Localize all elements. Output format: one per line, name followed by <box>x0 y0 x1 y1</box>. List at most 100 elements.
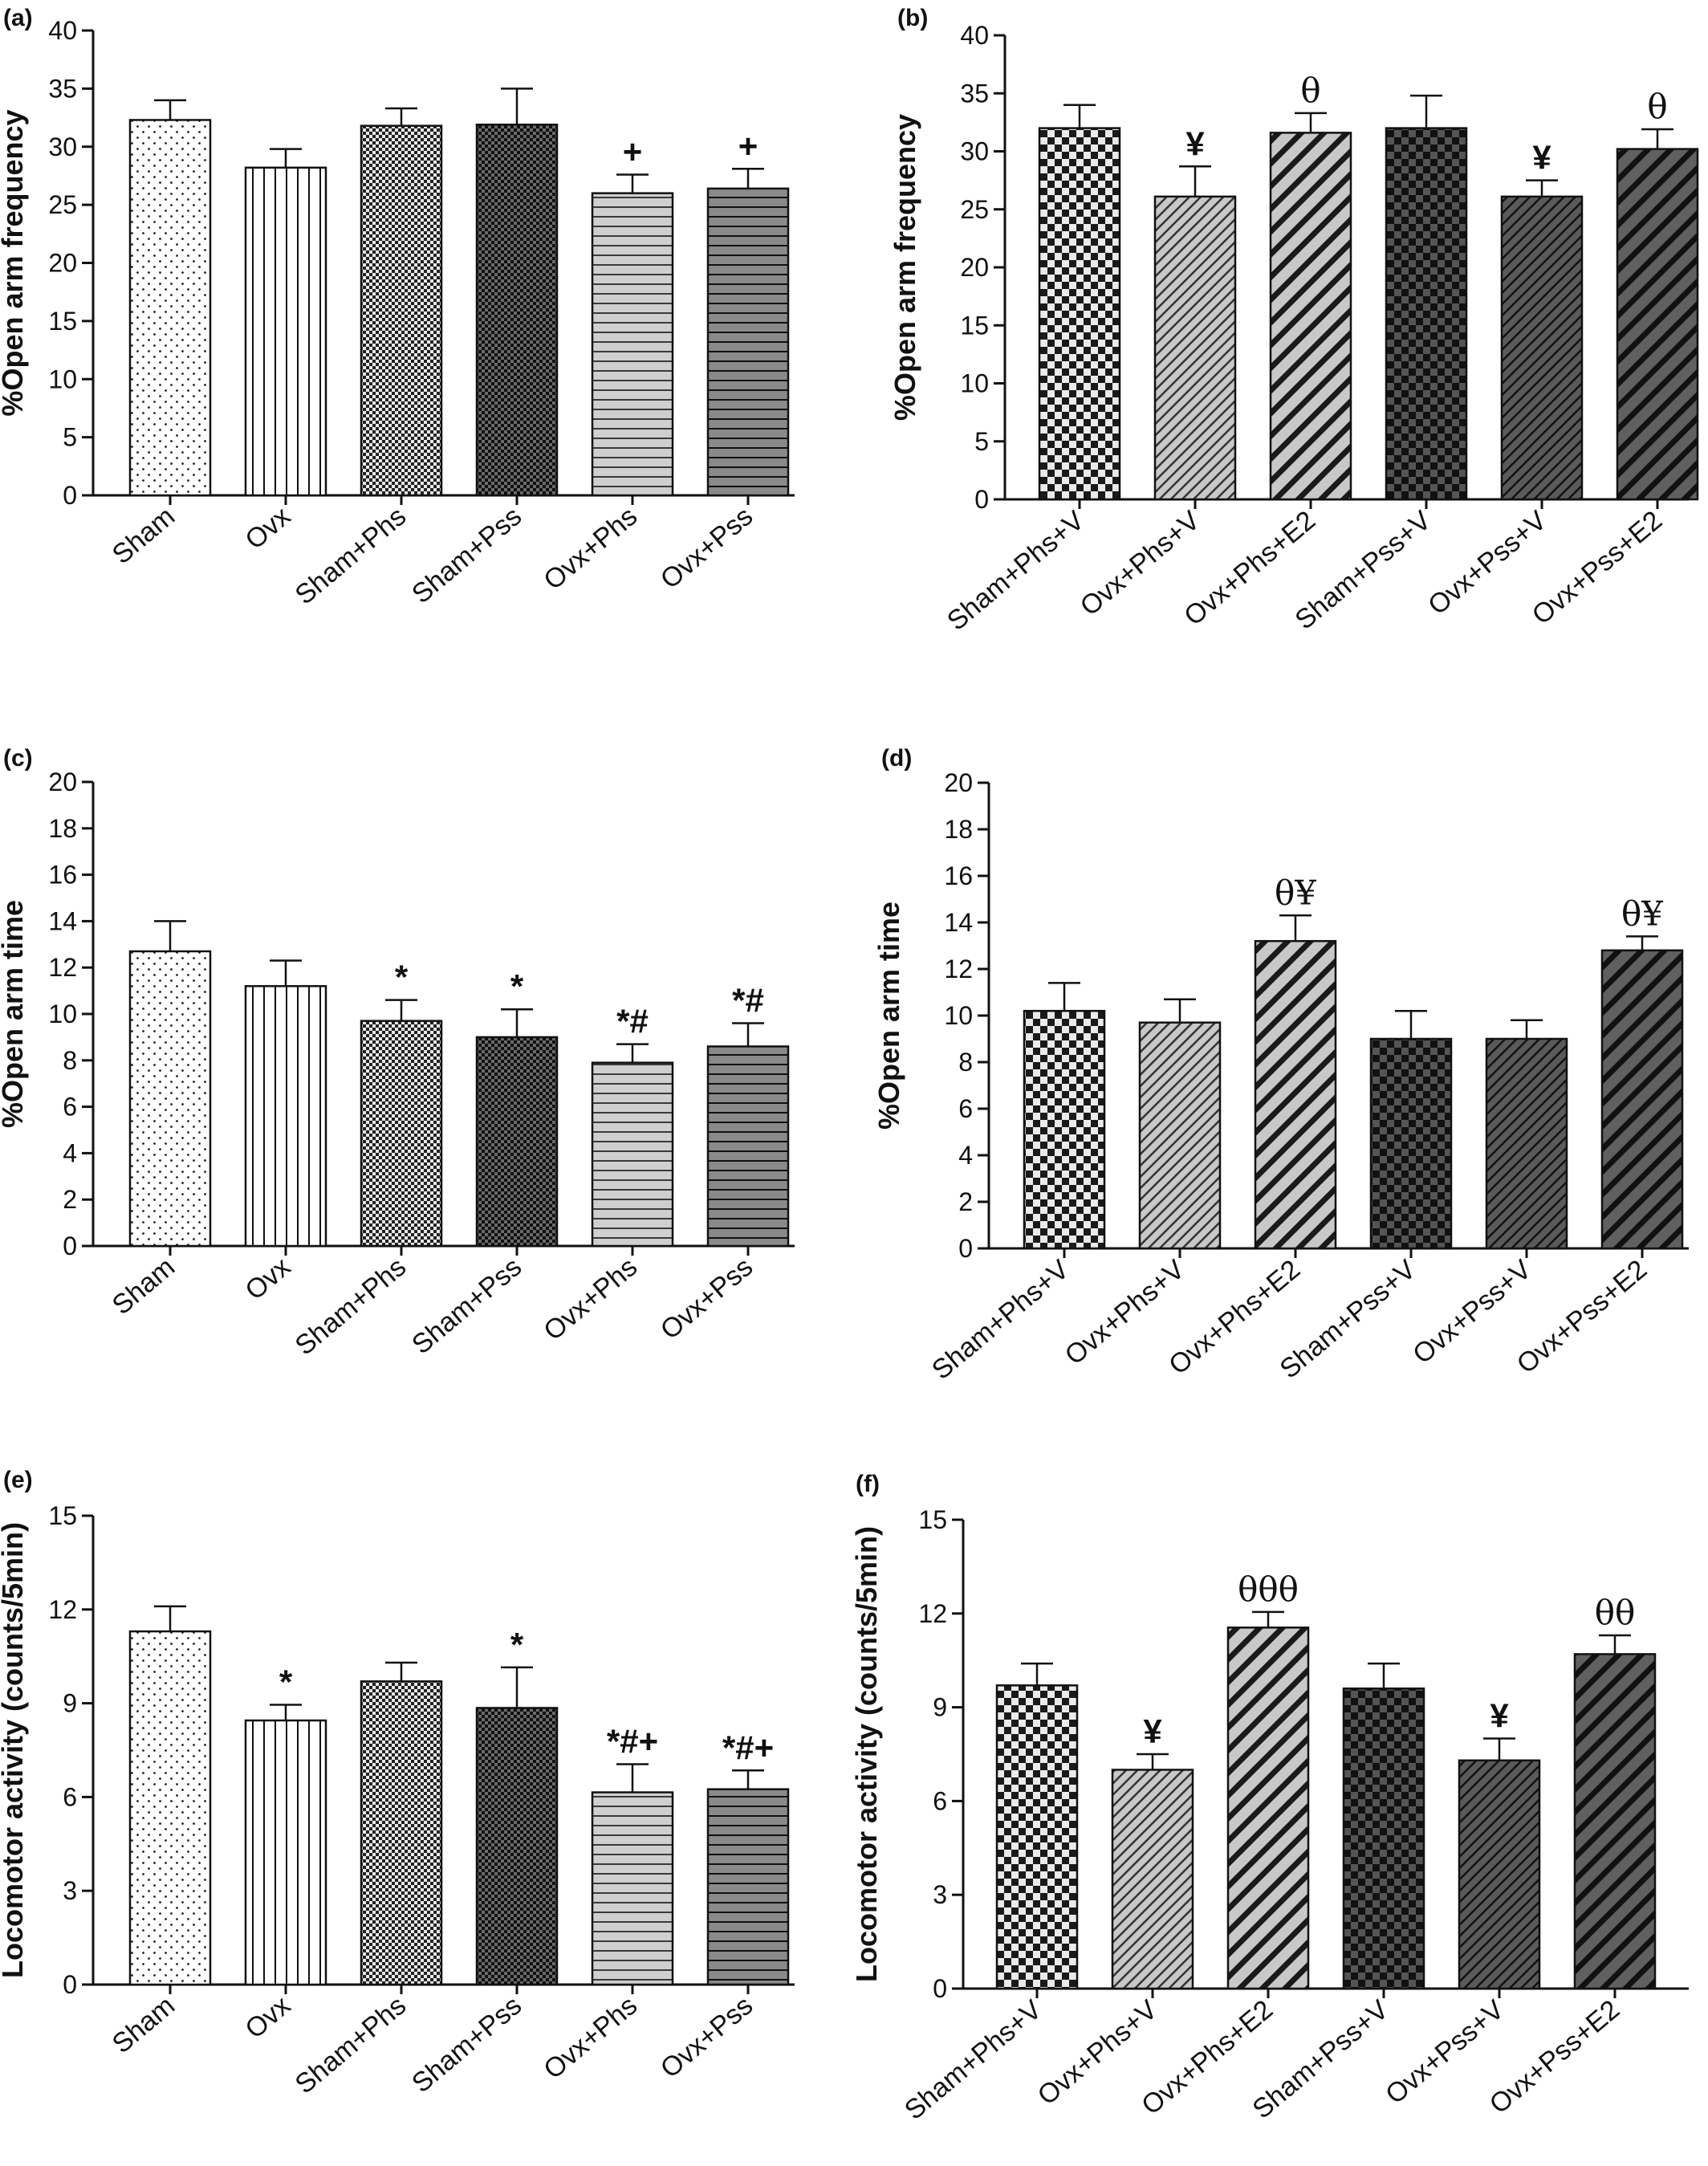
x-tick-label: Sham+Phs <box>290 501 413 611</box>
y-tick-label: 6 <box>63 1093 77 1122</box>
y-tick-label: 40 <box>960 21 989 50</box>
significance-label: + <box>623 132 643 170</box>
y-tick-label: 14 <box>944 908 973 937</box>
bar-ovx <box>244 985 327 1248</box>
y-tick-label: 16 <box>48 861 77 890</box>
chart-panel-c: (c) 0 2 4 6 8 10 12 14 16 18 20 %Open arm time Sham Ov… <box>0 745 795 1362</box>
x-tick-label: Sham <box>107 1990 181 2059</box>
panel-label: (a) <box>3 5 33 31</box>
y-tick-label: 20 <box>48 249 77 278</box>
y-tick-label: 10 <box>48 364 77 393</box>
bar-ovx-phs-e2 <box>1269 132 1352 501</box>
bar-ovx-pss-e2 <box>1616 148 1699 501</box>
bar-ovx-phs-e2 <box>1254 939 1337 1250</box>
y-tick-label: 3 <box>933 1880 947 1909</box>
y-tick-label: 18 <box>48 814 77 843</box>
y-tick-label: 8 <box>63 1046 77 1075</box>
chart-panel-d: (d) 0 2 4 6 8 10 12 14 16 18 20 %Open arm time Sham+P… <box>872 745 1689 1386</box>
x-tick-label: Sham <box>107 501 181 570</box>
panel-label: (e) <box>3 1467 33 1493</box>
x-tick-label: Ovx+Pss <box>655 501 758 595</box>
significance-label: θθθ <box>1238 1570 1299 1609</box>
y-tick-label: 2 <box>958 1187 973 1216</box>
bar-ovx-phs <box>591 1061 674 1248</box>
y-tick-label: 12 <box>48 953 77 982</box>
x-tick-label: Sham+Phs <box>290 1252 413 1362</box>
y-tick-label: 6 <box>63 1782 77 1811</box>
significance-label: *#+ <box>607 1723 658 1761</box>
y-tick-label: 9 <box>63 1689 77 1718</box>
y-axis-label: %Open arm time <box>0 900 29 1128</box>
y-tick-label: 5 <box>63 423 77 452</box>
y-tick-label: 12 <box>944 955 973 983</box>
y-axis-label: Locomotor activity (counts/5min) <box>0 1522 29 1978</box>
y-tick-label: 6 <box>958 1094 973 1123</box>
x-tick-label: Ovx+Phs <box>538 1252 643 1346</box>
bar-ovx-phs <box>591 192 674 497</box>
x-tick-label: Sham+Pss <box>406 501 527 609</box>
x-tick-label: Sham+Phs+V <box>941 505 1090 637</box>
bar-ovx-pss-v <box>1485 1037 1568 1250</box>
significance-label: * <box>395 959 409 996</box>
significance-label: ¥ <box>1143 1712 1162 1750</box>
x-tick-label: Ovx+Phs <box>538 501 643 596</box>
bar-sham-pss <box>475 1036 559 1248</box>
bar-sham-phs-v <box>1038 127 1121 501</box>
bar-sham-pss <box>475 123 559 497</box>
x-tick-label: Sham <box>107 1252 181 1321</box>
bar-ovx-pss-v <box>1500 195 1584 501</box>
bar-sham-pss-v <box>1369 1037 1453 1250</box>
bar-ovx-pss-e2 <box>1600 949 1684 1250</box>
y-axis-label: %Open arm frequency <box>889 114 921 421</box>
y-tick-label: 4 <box>958 1141 973 1170</box>
x-tick-label: Ovx+Pss <box>655 1990 758 2084</box>
significance-label: ¥ <box>1185 124 1205 162</box>
y-tick-label: 30 <box>960 137 989 166</box>
bar-sham-pss-v <box>1342 1687 1425 1990</box>
chart-panel-e: (e) 0 3 6 9 12 15 Locomotor activity (counts/5m… <box>0 1467 795 2100</box>
bar-ovx-pss <box>706 1045 790 1248</box>
chart-panel-a: (a) 0 5 10 15 20 25 30 35 40 %Open arm frequency Sh… <box>0 5 795 611</box>
y-tick-label: 14 <box>48 906 77 935</box>
bar-ovx-phs-v <box>1111 1769 1194 1990</box>
y-tick-label: 2 <box>63 1185 77 1214</box>
y-tick-label: 20 <box>944 768 973 797</box>
y-tick-label: 16 <box>944 861 973 890</box>
y-tick-label: 3 <box>63 1876 77 1905</box>
significance-label: θ¥ <box>1275 873 1316 912</box>
bar-ovx-phs <box>591 1791 674 1986</box>
y-tick-label: 12 <box>48 1595 77 1624</box>
significance-label: *#+ <box>722 1728 774 1766</box>
y-tick-label: 15 <box>918 1505 947 1534</box>
bar-ovx-pss <box>706 1788 790 1986</box>
y-tick-label: 8 <box>958 1048 973 1077</box>
y-tick-label: 25 <box>48 190 77 219</box>
bar-sham-phs <box>360 1020 443 1248</box>
y-tick-label: 18 <box>944 815 973 844</box>
y-tick-label: 40 <box>48 16 77 45</box>
y-tick-label: 35 <box>48 74 77 103</box>
bar-sham-phs <box>360 1680 443 1986</box>
y-tick-label: 30 <box>48 132 77 161</box>
bar-ovx-phs-e2 <box>1226 1627 1310 1990</box>
bar-sham-pss-v <box>1385 127 1468 501</box>
y-axis-label: %Open arm time <box>872 902 905 1130</box>
x-tick-label: Sham+Pss <box>406 1990 527 2099</box>
bar-ovx-pss <box>706 187 790 497</box>
bar-sham-phs <box>360 124 443 497</box>
y-tick-label: 10 <box>944 1001 973 1030</box>
bar-ovx-pss-e2 <box>1573 1653 1657 1990</box>
x-tick-label: Sham+Phs+V <box>926 1254 1075 1386</box>
y-tick-label: 9 <box>933 1693 947 1722</box>
y-axis-label: %Open arm frequency <box>0 109 29 416</box>
bar-sham-phs-v <box>995 1684 1079 1990</box>
y-tick-label: 20 <box>48 767 77 796</box>
bar-sham <box>128 119 212 497</box>
significance-label: ¥ <box>1490 1697 1509 1735</box>
y-tick-label: 15 <box>960 311 989 340</box>
y-axis-label: Locomotor activity (counts/5min) <box>850 1526 883 1982</box>
y-tick-label: 35 <box>960 79 989 108</box>
x-tick-label: Ovx <box>239 1990 296 2045</box>
bar-sham-phs-v <box>1023 1009 1106 1250</box>
